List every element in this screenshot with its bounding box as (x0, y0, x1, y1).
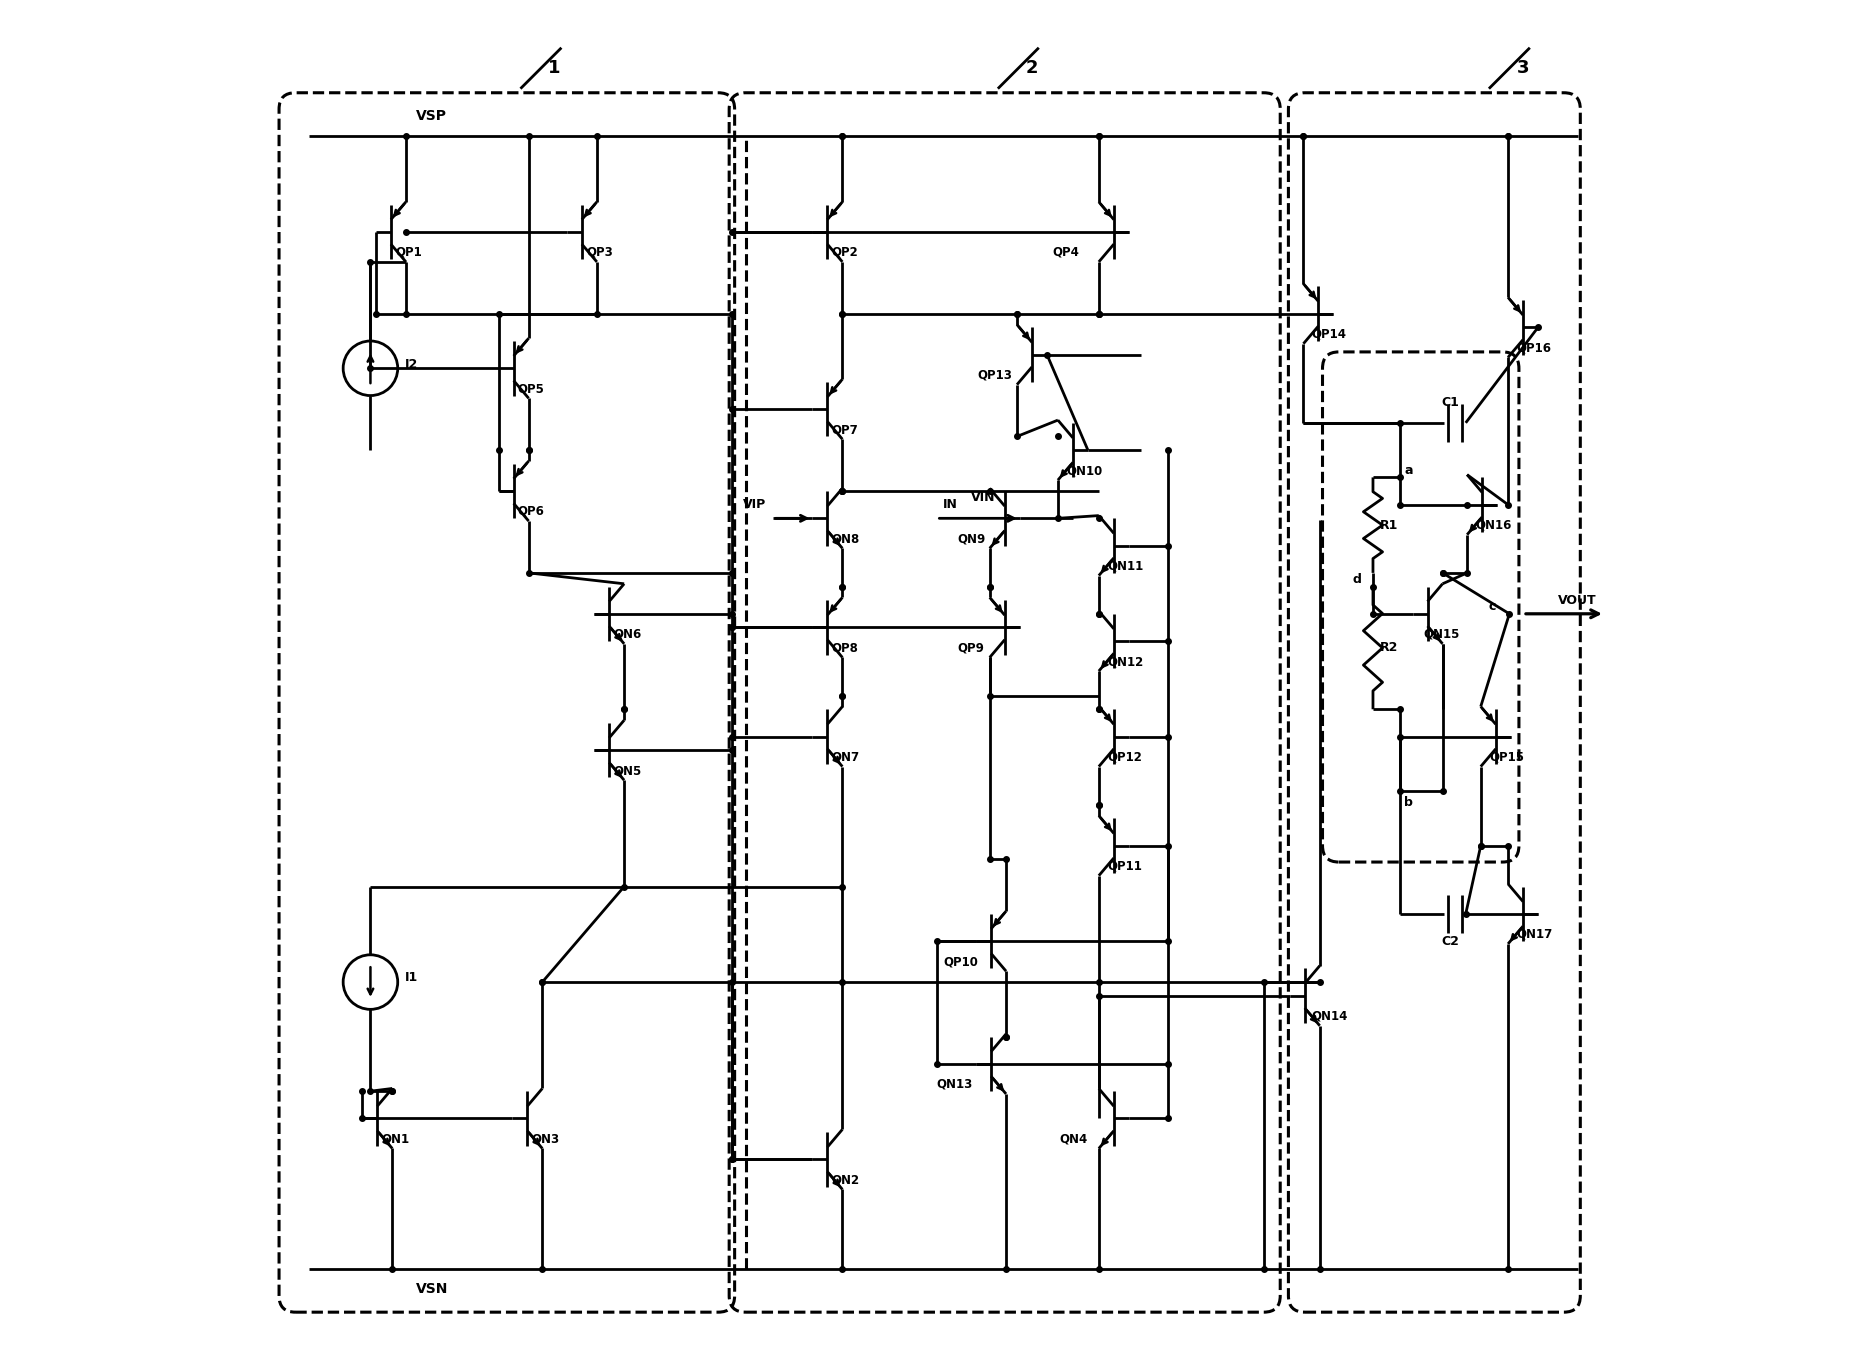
Text: R2: R2 (1380, 641, 1397, 655)
Text: b: b (1405, 795, 1414, 809)
Text: QP8: QP8 (832, 641, 858, 655)
Text: C2: C2 (1440, 934, 1459, 948)
Text: QP13: QP13 (978, 368, 1011, 382)
Text: QP5: QP5 (517, 382, 545, 396)
Text: R1: R1 (1380, 518, 1397, 532)
Text: I1: I1 (405, 971, 418, 985)
Text: C1: C1 (1440, 396, 1459, 409)
Text: I2: I2 (405, 357, 418, 371)
Text: QN7: QN7 (832, 750, 860, 764)
Text: QN8: QN8 (832, 532, 860, 546)
Text: QN4: QN4 (1060, 1132, 1088, 1146)
Text: QN14: QN14 (1311, 1009, 1349, 1023)
Text: QN3: QN3 (532, 1132, 560, 1146)
Text: QP3: QP3 (586, 246, 612, 259)
Text: 1: 1 (549, 59, 560, 78)
Text: IN: IN (944, 498, 959, 512)
Text: d: d (1352, 573, 1362, 587)
Text: QP1: QP1 (395, 246, 421, 259)
Text: QP14: QP14 (1311, 327, 1347, 341)
Text: QN16: QN16 (1476, 518, 1512, 532)
Text: QN11: QN11 (1107, 559, 1143, 573)
Text: QP7: QP7 (832, 423, 858, 436)
Text: QN13: QN13 (936, 1078, 972, 1091)
Text: QN2: QN2 (832, 1173, 860, 1187)
Text: VSP: VSP (416, 109, 448, 123)
Text: QP10: QP10 (944, 955, 978, 968)
Text: QP2: QP2 (832, 246, 858, 259)
Text: QP9: QP9 (957, 641, 983, 655)
Text: 3: 3 (1517, 59, 1528, 78)
Text: a: a (1405, 464, 1412, 477)
Text: QP6: QP6 (517, 505, 545, 518)
Text: QN6: QN6 (612, 627, 641, 641)
Text: QP4: QP4 (1053, 246, 1079, 259)
Text: QP16: QP16 (1517, 341, 1551, 355)
Text: VSN: VSN (416, 1282, 448, 1296)
Text: VIP: VIP (744, 498, 766, 512)
Text: VIN: VIN (970, 491, 995, 505)
Text: c: c (1489, 600, 1497, 614)
Text: QN10: QN10 (1066, 464, 1103, 477)
Text: VOUT: VOUT (1558, 593, 1598, 607)
Text: 2: 2 (1026, 59, 1038, 78)
Text: QN5: QN5 (612, 764, 641, 777)
Text: QN1: QN1 (382, 1132, 410, 1146)
Text: QP11: QP11 (1107, 859, 1143, 873)
Text: QP12: QP12 (1107, 750, 1143, 764)
Text: QN17: QN17 (1517, 928, 1553, 941)
Text: QN15: QN15 (1423, 627, 1459, 641)
Text: QN12: QN12 (1107, 655, 1143, 668)
Text: QP15: QP15 (1489, 750, 1525, 764)
Text: QN9: QN9 (957, 532, 985, 546)
